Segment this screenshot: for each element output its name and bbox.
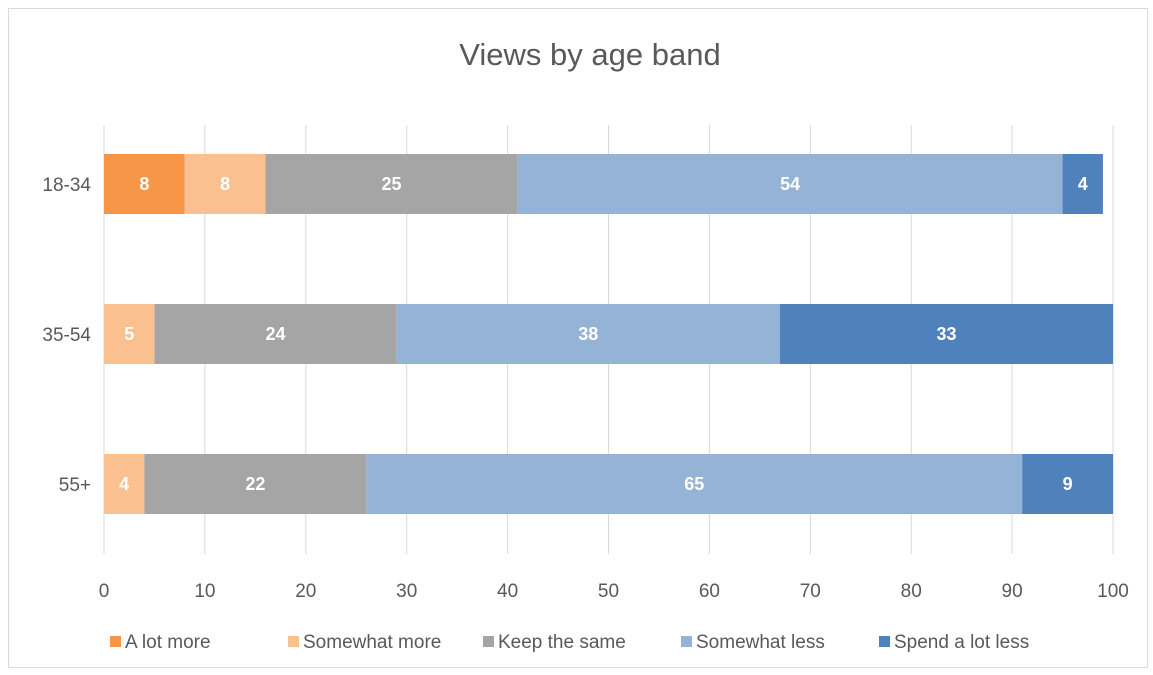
category-label: 18-34 bbox=[42, 175, 91, 196]
bars bbox=[104, 154, 1113, 514]
x-tick-label: 50 bbox=[598, 581, 619, 602]
legend-swatch bbox=[681, 636, 692, 647]
data-label: 9 bbox=[1063, 474, 1073, 494]
legend-swatch bbox=[110, 636, 121, 647]
data-label: 22 bbox=[245, 474, 265, 494]
x-tick-label: 60 bbox=[699, 581, 720, 602]
x-tick-label: 80 bbox=[901, 581, 922, 602]
legend-label: Keep the same bbox=[498, 632, 626, 653]
x-tick-label: 0 bbox=[99, 581, 110, 602]
legend-label: Somewhat less bbox=[696, 632, 825, 653]
legend-swatch bbox=[879, 636, 890, 647]
data-label: 24 bbox=[266, 324, 286, 344]
data-label: 25 bbox=[382, 174, 402, 194]
category-label: 55+ bbox=[59, 475, 91, 496]
data-label: 8 bbox=[139, 174, 149, 194]
data-label: 33 bbox=[936, 324, 956, 344]
y-axis-categories: 18-34 35-54 55+ bbox=[42, 175, 91, 496]
data-label: 65 bbox=[684, 474, 704, 494]
x-axis-ticks: 0 10 20 30 40 50 60 70 80 90 100 bbox=[99, 581, 1129, 602]
legend-label: Spend a lot less bbox=[894, 632, 1029, 653]
x-tick-label: 100 bbox=[1097, 581, 1129, 602]
data-label: 54 bbox=[780, 174, 800, 194]
chart-title: Views by age band bbox=[459, 37, 720, 72]
category-label: 35-54 bbox=[42, 325, 91, 346]
data-label: 4 bbox=[119, 474, 129, 494]
data-label: 8 bbox=[220, 174, 230, 194]
legend-label: A lot more bbox=[125, 632, 211, 653]
legend-swatch bbox=[288, 636, 299, 647]
data-label: 4 bbox=[1078, 174, 1088, 194]
data-label: 5 bbox=[124, 324, 134, 344]
x-tick-label: 70 bbox=[800, 581, 821, 602]
x-tick-label: 90 bbox=[1002, 581, 1023, 602]
x-tick-label: 10 bbox=[194, 581, 215, 602]
x-tick-label: 20 bbox=[295, 581, 316, 602]
legend-label: Somewhat more bbox=[303, 632, 441, 653]
data-label: 38 bbox=[578, 324, 598, 344]
legend-swatch bbox=[483, 636, 494, 647]
legend: A lot more Somewhat more Keep the same Some… bbox=[110, 632, 1029, 653]
x-tick-label: 30 bbox=[396, 581, 417, 602]
x-tick-label: 40 bbox=[497, 581, 518, 602]
